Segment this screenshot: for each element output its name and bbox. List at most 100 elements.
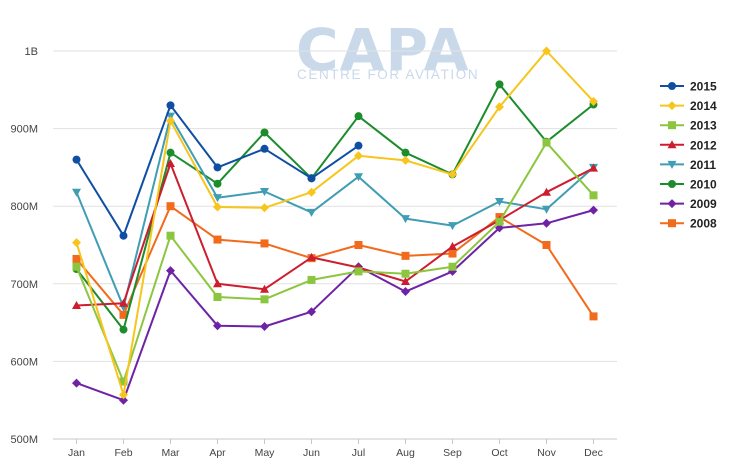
data-point-2012 [542,187,551,196]
y-tick-label: 1B [25,46,38,58]
data-point-2012 [448,242,457,251]
watermark-tagline: CENTRE FOR AVIATION [297,67,479,82]
x-tick-label: Jul [352,447,365,459]
data-point-2011 [542,205,551,214]
watermark-brand: CAPA [296,16,470,84]
x-tick-label: Jan [68,447,85,459]
data-point-2008 [589,312,598,321]
data-point-2011 [307,208,316,217]
y-tick-label: 900M [10,124,38,136]
data-point-2014 [213,202,222,212]
x-tick-label: Nov [537,447,556,459]
x-tick-label: Mar [161,447,180,459]
data-point-2010 [495,80,504,89]
data-point-2011 [213,194,222,203]
data-point-2013 [119,377,128,386]
legend-item-2012[interactable]: 2012 [660,138,717,152]
data-point-2010 [119,325,128,334]
data-point-2014 [307,187,316,197]
data-point-2015 [166,101,175,110]
legend: 2015 2014 2013 2012 2011 2010 2009 2008 [660,80,717,231]
data-point-2009 [401,287,410,297]
data-point-2008 [448,249,457,258]
series-line-2014 [75,50,595,396]
data-point-2011 [72,188,81,197]
legend-marker [668,121,676,130]
y-tick-label: 800M [10,201,38,213]
y-tick-label: 500M [10,434,38,446]
legend-marker [667,160,677,169]
data-point-2013 [72,262,81,271]
data-point-2014 [589,96,598,106]
data-point-2013 [589,191,598,200]
legend-label: 2014 [690,99,717,113]
legend-marker [667,140,677,149]
series-line-2013 [75,141,595,383]
data-point-2013 [260,295,269,304]
data-point-2010 [213,179,222,188]
data-point-2014 [119,390,128,400]
gridlines [53,50,617,440]
legend-item-2013[interactable]: 2013 [660,119,717,133]
legend-marker [668,219,676,228]
data-point-2009 [307,307,316,317]
data-point-2008 [72,254,81,263]
data-point-2013 [448,262,457,271]
legend-item-2009[interactable]: 2009 [660,197,717,211]
x-tick-label: Apr [209,447,226,459]
series-2014 [72,46,598,400]
data-point-2012 [213,279,222,288]
series-line-2010 [75,83,595,331]
data-point-2012 [72,301,81,310]
legend-item-2015[interactable]: 2015 [660,80,717,94]
data-point-2010 [401,148,410,157]
x-tick-label: Sep [443,447,462,459]
data-point-2015 [354,141,363,150]
data-point-2010 [354,112,363,121]
x-tick-label: Aug [396,447,415,459]
legend-marker [667,199,677,209]
legend-marker [668,180,676,188]
data-point-2015 [72,155,81,164]
legend-item-2008[interactable]: 2008 [660,217,717,231]
data-point-2008 [119,310,128,319]
data-point-2014 [448,169,457,179]
data-point-2013 [495,217,504,226]
series-line-2009 [76,209,594,402]
data-point-2013 [166,231,175,240]
legend-item-2011[interactable]: 2011 [660,158,716,172]
x-tick-label: May [255,447,276,459]
data-point-2008 [260,239,269,248]
data-point-2011 [354,173,363,182]
legend-item-2014[interactable]: 2014 [660,99,717,113]
series-line-2008 [75,205,595,317]
data-point-2009 [166,266,175,276]
data-point-2014 [401,155,410,165]
data-point-2015 [213,163,222,172]
data-point-2015 [307,174,316,183]
data-point-2015 [119,231,128,240]
data-point-2011 [260,187,269,196]
x-tick-label: Oct [491,447,507,459]
data-point-2013 [401,269,410,278]
data-point-2015 [260,144,269,153]
x-tick-label: Feb [114,447,132,459]
legend-label: 2015 [690,80,717,94]
data-point-2008 [542,241,551,249]
data-point-2012 [401,276,410,285]
data-point-2008 [166,202,175,211]
data-point-2012 [166,159,175,168]
series-group [72,46,598,405]
x-tick-label: Jun [303,447,320,459]
data-point-2011 [401,215,410,224]
legend-item-2010[interactable]: 2010 [660,178,717,192]
data-point-2008 [354,241,363,249]
data-point-2013 [307,275,316,284]
data-point-2012 [260,284,269,293]
legend-label: 2011 [690,158,716,172]
data-point-2008 [401,251,410,260]
axes: 500M 600M 700M 800M 900M 1B Jan Feb Mar Apr May Jun… [10,46,602,459]
y-tick-label: 700M [10,279,38,291]
